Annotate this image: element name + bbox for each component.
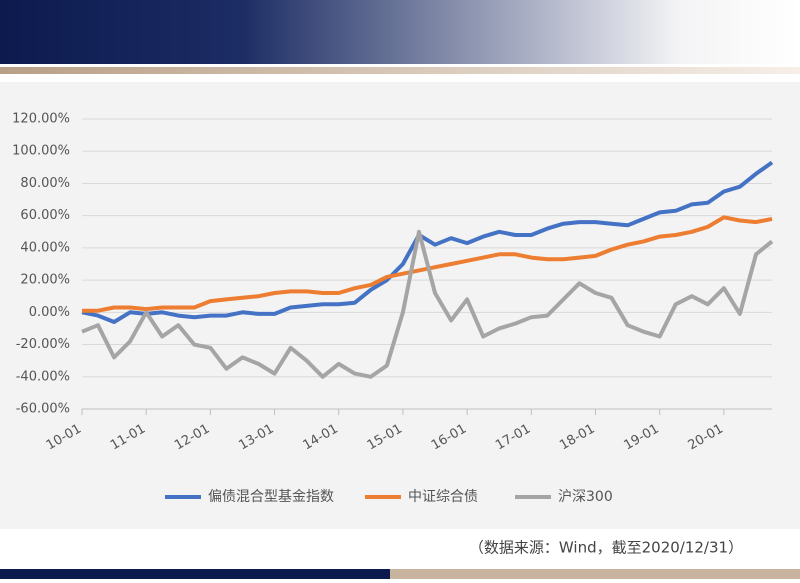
footer-band (390, 569, 800, 579)
y-tick-label: 20.00% (20, 273, 70, 288)
header-stripe (0, 67, 800, 74)
y-tick-label: 0.00% (29, 305, 70, 320)
series-line (81, 229, 774, 379)
legend-label: 偏债混合型基金指数 (208, 488, 334, 505)
legend-label: 中证综合债 (408, 489, 478, 505)
footer-band (0, 569, 390, 579)
y-tick-label: 120.00% (12, 112, 70, 127)
y-tick-label: -20.00% (16, 337, 70, 352)
chart-background (0, 82, 800, 529)
y-tick-label: 100.00% (12, 144, 70, 159)
y-tick-label: 40.00% (20, 240, 70, 255)
legend-label: 沪深300 (558, 489, 613, 505)
series-line (81, 160, 774, 324)
header-band (0, 0, 800, 64)
y-tick-label: 60.00% (20, 208, 70, 223)
y-tick-label: -60.00% (16, 402, 70, 417)
y-tick-label: -40.00% (16, 369, 70, 384)
source-note: （数据来源：Wind，截至2020/12/31） (469, 539, 743, 557)
y-tick-label: 80.00% (20, 176, 70, 191)
